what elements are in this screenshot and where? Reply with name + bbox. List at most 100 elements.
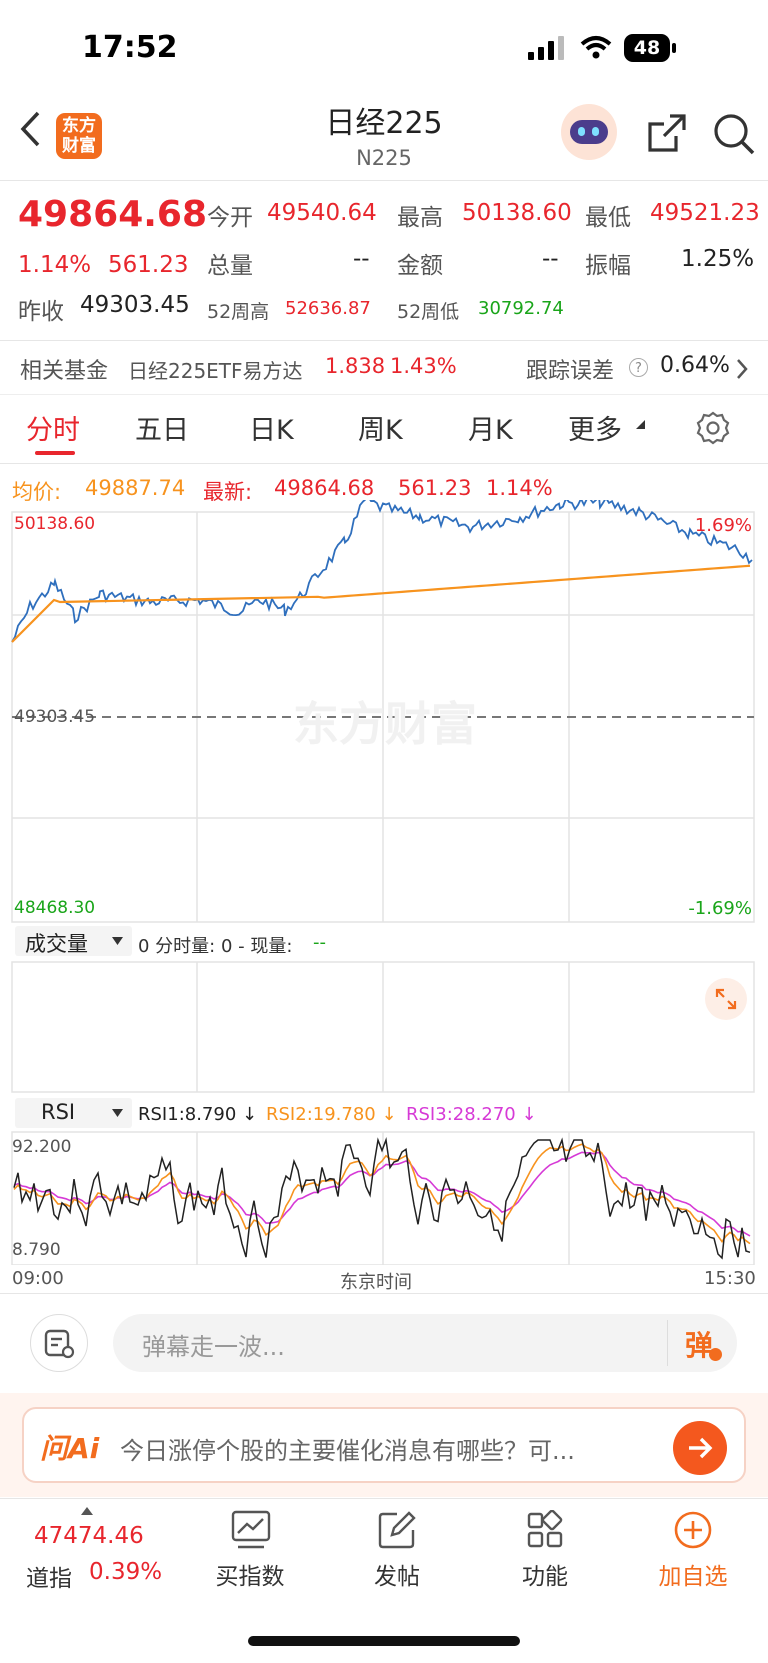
pct-axis-bottom: -1.69% [688,898,752,919]
tab-weekly-k[interactable]: 周K [358,415,403,446]
high-label: 最高 [397,205,443,231]
rsi3-value: RSI3:28.270 ↓ [406,1104,537,1125]
assistant-avatar[interactable] [561,104,617,160]
latest-value: 49864.68 [274,476,375,500]
tracking-label: 跟踪误差 [526,359,615,384]
comment-list-button[interactable] [30,1314,88,1372]
search-icon[interactable] [712,112,756,156]
ai-send-button[interactable] [673,1421,727,1475]
amplitude-label: 振幅 [585,253,631,279]
app-logo: 东方财富 [56,113,102,159]
share-icon[interactable] [646,112,688,154]
rsi1-line [13,1137,751,1260]
tab-daily-k[interactable]: 日K [249,415,294,446]
prev-close-label: 昨收 [18,299,64,325]
wk52-low-label: 52周低 [397,301,460,323]
status-bar: 17:52 48 [0,0,768,96]
avg-price-line [11,564,751,643]
plus-circle-icon [674,1511,712,1549]
rsi2-value: RSI2:19.780 ↓ [266,1104,397,1125]
divider [0,1293,768,1294]
post-label: 发帖 [374,1564,420,1590]
dropdown-arrow-icon [112,1109,123,1117]
latest-pct: 1.14% [486,476,553,500]
battery-icon: 48 [624,34,670,62]
buy-index-button[interactable]: 买指数 [200,1505,300,1600]
indicator-selector-rsi[interactable]: RSI [15,1098,132,1128]
expand-icon [715,988,737,1010]
buy-index-label: 买指数 [215,1564,285,1590]
settings-icon[interactable] [695,410,731,446]
y-axis-top: 50138.60 [14,514,95,534]
arrow-right-icon [689,1437,713,1459]
y-axis-bottom: 48468.30 [14,898,95,918]
volume-now-value: -- [313,932,326,953]
open-value: 49540.64 [267,200,377,226]
avg-label: 均价: [12,480,62,504]
volume-chart [11,961,755,1093]
fund-name: 日经225ETF易方达 [128,359,303,383]
post-button[interactable]: 发帖 [347,1505,447,1600]
index-name: 道指 [26,1566,72,1592]
latest-label: 最新: [203,480,253,504]
tab-more[interactable]: 更多 [568,415,622,446]
help-icon[interactable]: ? [629,358,648,377]
status-time: 17:52 [82,30,178,65]
latest-change: 561.23 [398,476,472,500]
divider [667,1320,668,1366]
divider [0,394,768,395]
grid-icon [527,1510,563,1548]
amount-value: -- [542,246,559,272]
related-fund-row[interactable]: 相关基金 日经225ETF易方达 1.838 1.43% 跟踪误差 ? 0.64… [0,341,768,393]
indicator-selector-volume[interactable]: 成交量 [15,926,132,956]
back-icon[interactable] [18,110,42,148]
chart-trend-icon [231,1510,271,1549]
tab-monthly-k[interactable]: 月K [468,415,513,446]
index-ticker[interactable]: 47474.46 道指 0.39% [0,1505,178,1600]
wk52-high-value: 52636.87 [285,298,371,319]
up-triangle-icon [81,1507,93,1515]
change-pct: 1.14% [18,252,92,278]
rsi1-value: RSI1:8.790 ↓ [138,1104,258,1125]
index-pct: 0.39% [89,1559,163,1585]
dropdown-triangle-icon [636,420,645,429]
amplitude-value: 1.25% [681,246,755,272]
chevron-right-icon [737,359,748,379]
divider [0,463,768,464]
volume-info: 0 分时量: 0 - 现量: [138,936,293,957]
volume-value: -- [353,246,370,272]
home-indicator [248,1636,520,1646]
avg-value: 49887.74 [85,476,186,500]
intraday-price-chart[interactable]: 东方财富 50138.60 49303.45 48468.30 1.69% -1… [0,500,768,925]
current-price: 49864.68 [18,194,208,235]
tab-five-day[interactable]: 五日 [135,415,189,446]
notes-icon [44,1329,75,1359]
active-tab-indicator [35,451,75,455]
check-badge-icon [709,1348,722,1361]
change-value: 561.23 [108,252,189,278]
open-label: 今开 [207,205,253,231]
ai-question-box[interactable]: 问Ai 今日涨停个股的主要催化消息有哪些？可... [22,1407,746,1483]
x-axis-end: 15:30 [704,1268,756,1289]
danmu-input[interactable]: 弹幕走一波... 弹 [113,1314,737,1372]
wk52-low-value: 30792.74 [478,298,564,319]
divider [0,340,768,341]
fund-pct: 1.43% [390,354,457,378]
divider [0,180,768,181]
ai-logo: 问Ai [40,1432,100,1465]
danmu-toggle[interactable]: 弹 [685,1329,714,1362]
amount-label: 金额 [397,253,443,279]
add-watchlist-button[interactable]: 加自选 [643,1505,743,1600]
tab-intraday[interactable]: 分时 [26,415,80,446]
divider [0,1498,768,1499]
index-value: 47474.46 [34,1523,144,1549]
price-line [11,500,753,643]
page-subtitle: N225 [356,146,412,170]
functions-button[interactable]: 功能 [495,1505,595,1600]
danmu-placeholder: 弹幕走一波... [142,1333,285,1361]
expand-chart-button[interactable] [705,978,747,1020]
add-watchlist-label: 加自选 [658,1564,728,1590]
low-value: 49521.23 [650,200,760,226]
rsi-axis-top: 92.200 [12,1137,71,1157]
dropdown-arrow-icon [112,937,123,945]
